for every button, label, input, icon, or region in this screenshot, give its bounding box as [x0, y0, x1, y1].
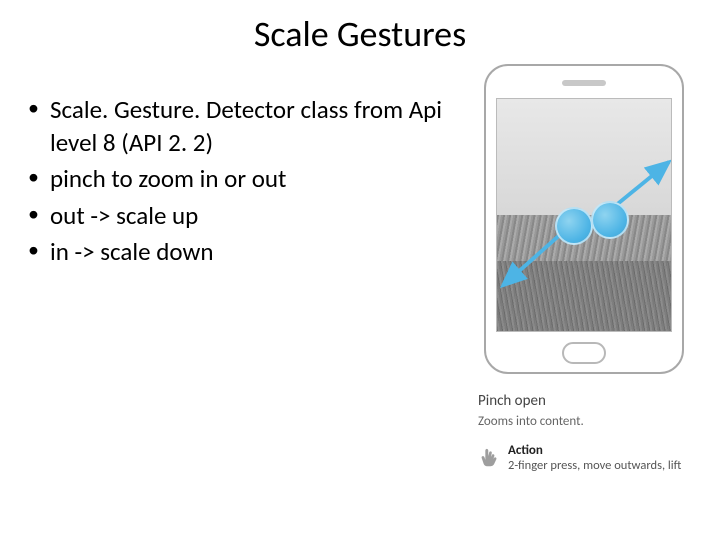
action-heading: Action [508, 443, 681, 458]
illustration-panel: Pinch open Zooms into content. Action 2-… [472, 64, 696, 476]
gesture-info: Pinch open Zooms into content. Action 2-… [472, 392, 696, 476]
phone-mockup [484, 64, 684, 374]
phone-screen [496, 98, 672, 332]
slide-title: Scale Gestures [0, 0, 720, 64]
bullet-item: in -> scale down [24, 236, 468, 269]
gesture-name: Pinch open [478, 392, 696, 410]
content-area: Scale. Gesture. Detector class from Api … [0, 64, 720, 476]
bullet-item: Scale. Gesture. Detector class from Api … [24, 94, 468, 159]
home-button-icon [562, 342, 606, 364]
hand-icon [478, 443, 500, 476]
bullet-item: out -> scale up [24, 200, 468, 233]
touch-point-icon [591, 201, 629, 239]
touch-point-icon [555, 207, 593, 245]
action-text: 2-finger press, move outwards, lift [508, 458, 681, 475]
phone-speaker [562, 80, 606, 86]
gesture-description: Zooms into content. [478, 414, 696, 429]
bullet-list: Scale. Gesture. Detector class from Api … [24, 64, 468, 476]
action-block: Action 2-finger press, move outwards, li… [478, 443, 696, 476]
bullet-item: pinch to zoom in or out [24, 163, 468, 196]
